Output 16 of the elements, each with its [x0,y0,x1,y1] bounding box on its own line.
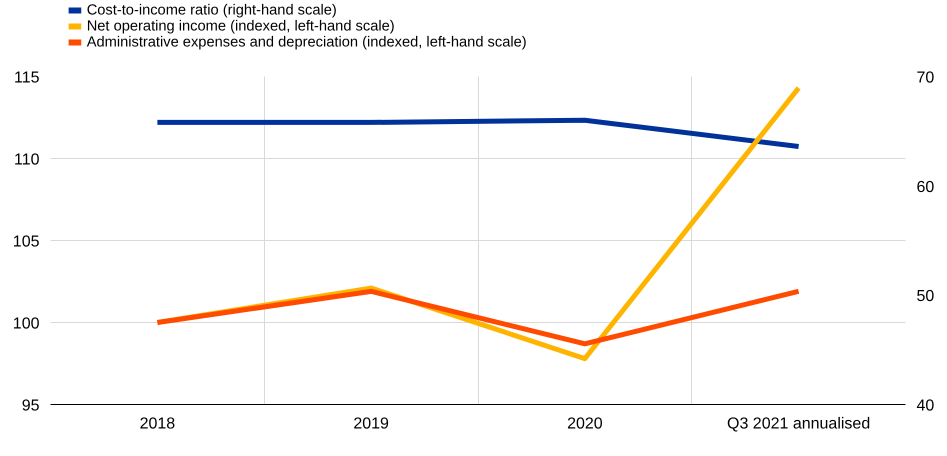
y-tick-label: 110 [14,152,40,168]
x-tick-label: 2018 [140,416,176,432]
legend-label: Administrative expenses and depreciation (indexed, left-hand scale) [86,34,527,50]
y2-tick-label: 40 [916,398,934,414]
y2-tick-label: 50 [916,288,934,306]
legend-label: Net operating income (indexed, left-hand scale) [86,18,395,34]
y2-tick-label: 60 [916,178,934,196]
x-tick-label: 2019 [353,416,390,432]
x-tick-label: 2020 [567,416,603,432]
x-tick-label: Q3 2021 annualised [727,416,870,432]
y2-tick-label: 70 [916,70,934,86]
y-tick-label: 100 [12,316,40,332]
y-tick-label: 115 [14,70,40,86]
legend-label: Cost-to-income ratio (right-hand scale) [86,2,337,18]
y-tick-label: 95 [22,398,40,414]
y-tick-label: 105 [12,234,40,250]
